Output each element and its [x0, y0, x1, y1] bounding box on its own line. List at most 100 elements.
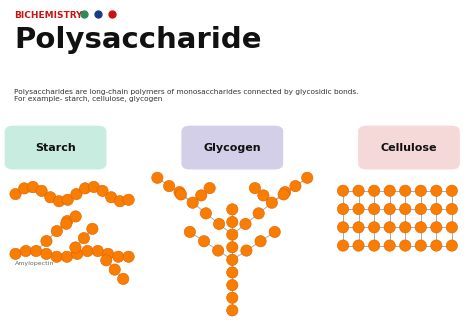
FancyBboxPatch shape — [182, 126, 283, 170]
Ellipse shape — [368, 203, 380, 215]
Text: Amylose: Amylose — [15, 189, 41, 194]
Ellipse shape — [174, 187, 185, 198]
Ellipse shape — [227, 267, 238, 278]
Ellipse shape — [368, 240, 380, 251]
Ellipse shape — [353, 203, 364, 215]
Ellipse shape — [415, 203, 427, 215]
Ellipse shape — [78, 232, 90, 244]
Ellipse shape — [61, 251, 73, 262]
Ellipse shape — [278, 189, 289, 200]
Ellipse shape — [337, 240, 349, 251]
Text: Polysaccharides are long-chain polymers of monosaccharides connected by glycosid: Polysaccharides are long-chain polymers … — [14, 89, 359, 103]
Ellipse shape — [164, 181, 175, 192]
Text: Cellulose: Cellulose — [381, 143, 437, 152]
FancyBboxPatch shape — [5, 126, 107, 170]
Ellipse shape — [200, 208, 211, 219]
Ellipse shape — [62, 194, 73, 205]
Ellipse shape — [102, 248, 114, 260]
Ellipse shape — [106, 192, 117, 203]
Ellipse shape — [400, 185, 411, 196]
Ellipse shape — [61, 218, 72, 229]
Ellipse shape — [337, 203, 349, 215]
Ellipse shape — [113, 251, 124, 262]
Ellipse shape — [227, 254, 238, 266]
Ellipse shape — [18, 183, 30, 194]
Ellipse shape — [51, 225, 63, 237]
Ellipse shape — [118, 273, 129, 284]
Ellipse shape — [97, 185, 108, 197]
Ellipse shape — [415, 240, 427, 251]
Text: Polysaccharide: Polysaccharide — [14, 26, 262, 54]
Ellipse shape — [27, 181, 38, 193]
Ellipse shape — [431, 185, 442, 196]
Ellipse shape — [41, 248, 52, 260]
Ellipse shape — [70, 211, 82, 222]
Ellipse shape — [266, 197, 277, 208]
Ellipse shape — [51, 251, 62, 262]
Ellipse shape — [255, 236, 266, 247]
Ellipse shape — [240, 218, 251, 229]
Ellipse shape — [45, 192, 56, 203]
Ellipse shape — [80, 183, 91, 194]
Ellipse shape — [227, 204, 238, 215]
Ellipse shape — [10, 188, 21, 200]
Ellipse shape — [70, 242, 81, 253]
Ellipse shape — [446, 240, 457, 251]
Text: BICHEMISTRY: BICHEMISTRY — [14, 11, 82, 20]
Ellipse shape — [384, 240, 395, 251]
Ellipse shape — [446, 185, 457, 196]
Ellipse shape — [446, 203, 457, 215]
Ellipse shape — [384, 185, 395, 196]
Ellipse shape — [368, 222, 380, 233]
Ellipse shape — [384, 203, 395, 215]
Ellipse shape — [184, 226, 196, 238]
Ellipse shape — [88, 181, 100, 193]
Ellipse shape — [227, 242, 238, 253]
Ellipse shape — [196, 190, 207, 201]
Ellipse shape — [253, 208, 264, 219]
Ellipse shape — [431, 240, 442, 251]
Ellipse shape — [87, 223, 98, 234]
Ellipse shape — [400, 203, 411, 215]
Ellipse shape — [290, 181, 301, 192]
FancyBboxPatch shape — [358, 126, 460, 170]
Ellipse shape — [227, 279, 238, 291]
Ellipse shape — [114, 196, 126, 207]
Ellipse shape — [431, 203, 442, 215]
Ellipse shape — [213, 218, 225, 229]
Ellipse shape — [123, 194, 134, 205]
Ellipse shape — [431, 222, 442, 233]
Ellipse shape — [446, 222, 457, 233]
Ellipse shape — [353, 185, 364, 196]
Ellipse shape — [82, 245, 93, 257]
Ellipse shape — [72, 248, 83, 260]
Ellipse shape — [212, 245, 224, 256]
Ellipse shape — [198, 236, 210, 247]
Ellipse shape — [249, 183, 261, 194]
Ellipse shape — [41, 236, 52, 247]
Ellipse shape — [62, 215, 73, 227]
Ellipse shape — [400, 240, 411, 251]
Ellipse shape — [92, 245, 103, 257]
Ellipse shape — [227, 229, 238, 240]
Text: Starch: Starch — [35, 143, 76, 152]
Ellipse shape — [10, 248, 21, 260]
Ellipse shape — [337, 222, 349, 233]
Ellipse shape — [353, 240, 364, 251]
Ellipse shape — [187, 197, 198, 208]
Ellipse shape — [20, 245, 31, 257]
Ellipse shape — [368, 185, 380, 196]
Ellipse shape — [415, 185, 427, 196]
Ellipse shape — [227, 305, 238, 316]
Ellipse shape — [36, 185, 47, 197]
Ellipse shape — [301, 172, 313, 184]
Ellipse shape — [227, 292, 238, 304]
Ellipse shape — [204, 183, 215, 194]
Ellipse shape — [123, 251, 134, 262]
Ellipse shape — [241, 245, 252, 256]
Text: Amylopectin: Amylopectin — [15, 261, 54, 266]
Ellipse shape — [258, 190, 269, 201]
Ellipse shape — [279, 187, 291, 198]
Ellipse shape — [175, 189, 187, 200]
Ellipse shape — [227, 216, 238, 227]
